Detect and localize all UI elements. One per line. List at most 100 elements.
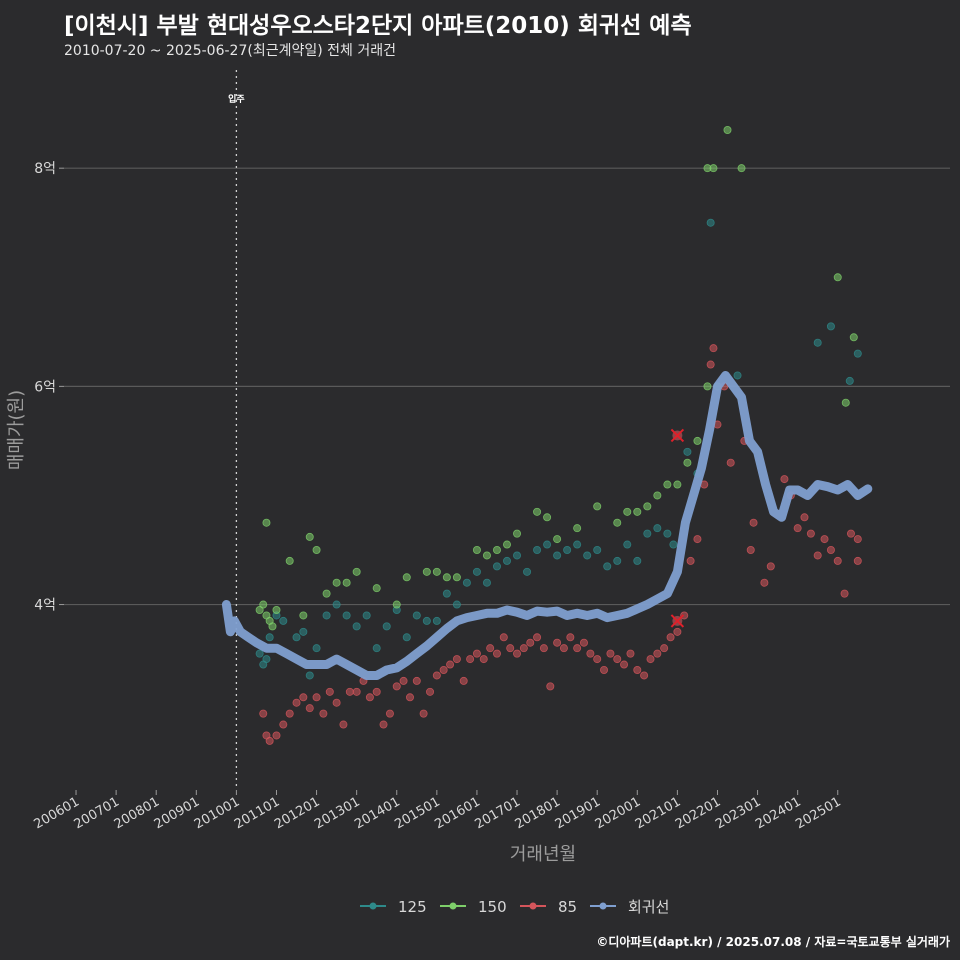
point-125 [573, 540, 582, 549]
point-125 [669, 540, 678, 549]
point-85 [766, 562, 775, 571]
point-85 [399, 676, 408, 685]
legend-key-dot [369, 902, 377, 910]
point-85 [339, 720, 348, 729]
point-125 [352, 622, 361, 631]
point-85 [259, 709, 268, 718]
point-85 [579, 638, 588, 647]
point-125 [472, 567, 481, 576]
point-125 [279, 616, 288, 625]
point-125 [432, 616, 441, 625]
x-tick-label: 201301 [312, 794, 362, 832]
point-85 [479, 655, 488, 664]
point-85 [566, 633, 575, 642]
legend-key-dot [449, 902, 457, 910]
point-125 [382, 622, 391, 631]
point-125 [663, 529, 672, 538]
point-85 [285, 709, 294, 718]
point-125 [523, 567, 532, 576]
point-85 [586, 649, 595, 658]
x-tick-label: 201401 [352, 794, 402, 832]
point-150 [709, 164, 718, 173]
point-150 [643, 502, 652, 511]
x-tick-label: 200601 [32, 794, 82, 832]
x-tick-label: 201801 [513, 794, 563, 832]
point-85 [660, 644, 669, 653]
highlight-x-stroke [670, 428, 685, 443]
chart-title: [이천시] 부발 현대성우오스타2단지 아파트(2010) 회귀선 예측 [64, 13, 692, 39]
point-125 [262, 655, 271, 664]
point-150 [272, 606, 281, 615]
x-axis-title: 거래년월 [510, 844, 576, 865]
chart-subtitle: 2010-07-20 ~ 2025-06-27(최근계약일) 전체 거래건 [64, 43, 396, 59]
point-85 [593, 655, 602, 664]
point-85 [709, 344, 718, 353]
y-axis-title: 매매가(원) [6, 390, 27, 470]
point-125 [706, 218, 715, 227]
x-tick-label: 202001 [593, 794, 643, 832]
point-125 [583, 551, 592, 560]
point-85 [746, 546, 755, 555]
x-tick-label: 201701 [473, 794, 523, 832]
x-tick-label: 200901 [152, 794, 202, 832]
legend-item-85: 85 [520, 898, 577, 916]
point-125 [299, 627, 308, 636]
gridlines [64, 167, 950, 606]
x-tick-label: 201901 [553, 794, 603, 832]
point-85 [372, 687, 381, 696]
point-85 [439, 666, 448, 675]
point-150 [553, 535, 562, 544]
point-85 [459, 676, 468, 685]
point-125 [553, 551, 562, 560]
point-125 [255, 649, 264, 658]
point-85 [806, 529, 815, 538]
y-tick-label: 4억 [34, 598, 56, 614]
point-125 [312, 644, 321, 653]
point-150 [285, 556, 294, 565]
point-85 [539, 644, 548, 653]
point-85 [726, 458, 735, 467]
point-150 [573, 524, 582, 533]
point-85 [325, 687, 334, 696]
legend-label: 85 [558, 898, 577, 916]
x-tick-label: 202401 [753, 794, 803, 832]
point-125 [305, 671, 314, 680]
point-150 [312, 546, 321, 555]
point-85 [305, 704, 314, 713]
point-150 [322, 589, 331, 598]
point-85 [412, 676, 421, 685]
point-85 [853, 535, 862, 544]
highlight-x-marker [670, 428, 685, 443]
point-85 [365, 693, 374, 702]
point-125 [513, 551, 522, 560]
point-150 [392, 600, 401, 609]
x-tick-label: 200701 [72, 794, 122, 832]
axes: 4억 6억 8억 2006012007012008012009012010012011… [6, 161, 844, 865]
point-85 [492, 649, 501, 658]
point-85 [379, 720, 388, 729]
annotation-layer: 입주 [228, 70, 245, 790]
point-150 [737, 164, 746, 173]
point-150 [693, 436, 702, 445]
legend-label: 회귀선 [628, 898, 669, 916]
point-125 [402, 633, 411, 642]
point-125 [462, 578, 471, 587]
legend-label: 125 [398, 898, 427, 916]
point-150 [305, 532, 314, 541]
point-150 [255, 606, 264, 615]
point-85 [840, 589, 849, 598]
point-85 [272, 731, 281, 740]
point-85 [513, 649, 522, 658]
point-150 [342, 578, 351, 587]
point-85 [279, 720, 288, 729]
point-150 [259, 600, 268, 609]
point-150 [723, 126, 732, 135]
scatter-points [255, 126, 862, 745]
point-85 [853, 556, 862, 565]
point-125 [845, 376, 854, 385]
point-85 [760, 578, 769, 587]
point-150 [593, 502, 602, 511]
point-125 [653, 524, 662, 533]
point-125 [643, 529, 652, 538]
point-125 [452, 600, 461, 609]
